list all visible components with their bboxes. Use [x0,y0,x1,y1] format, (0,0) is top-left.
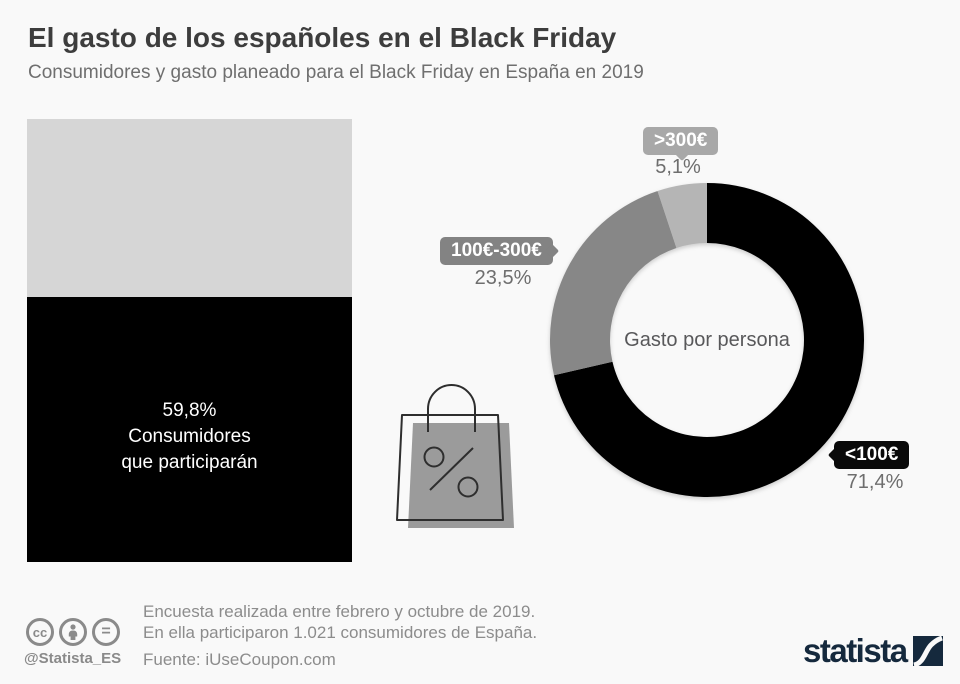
badge-under-100: <100€ [834,441,910,469]
cc-equals-icon: = [92,618,120,646]
shopping-bag-percent-icon [396,384,514,528]
value-over-300: 5,1% [655,156,701,178]
badge-100-300: 100€-300€ [440,237,553,265]
source-line: Fuente: iUseCoupon.com [143,650,336,669]
survey-note-line2: En ella participaron 1.021 consumidores … [143,623,538,642]
badge-over-300: >300€ [643,127,719,155]
survey-note-line1: Encuesta realizada entre febrero y octub… [143,602,536,621]
survey-notes: Encuesta realizada entre febrero y octub… [143,601,537,643]
participation-value: 59,8% [162,399,217,421]
participation-line3: que participarán [121,451,258,473]
participation-line2: Consumidores [128,425,251,447]
cc-by-person-icon [59,618,87,646]
page-title: El gasto de los españoles en el Black Fr… [28,22,617,53]
creative-commons-icons: cc = [26,618,120,646]
participation-bar-label: 59,8% Consumidores que participarán [121,398,257,476]
statista-logo-mark [912,636,943,666]
donut-segment-1 [550,190,677,376]
statista-logo: statista [803,632,943,670]
page-subtitle: Consumidores y gasto planeado para el Bl… [28,62,644,83]
statista-social-handle: @Statista_ES [24,650,122,667]
donut-segment-2 [657,183,707,248]
donut-chart [550,183,864,497]
donut-segment-0 [553,183,864,497]
participation-bar-fill: 59,8% Consumidores que participarán [27,297,352,562]
statista-logo-text: statista [803,632,908,669]
value-under-100: 71,4% [846,471,904,493]
value-100-300: 23,5% [474,267,532,289]
donut-center-label: Gasto por persona [624,329,790,351]
participation-bar-track: 59,8% Consumidores que participarán [27,119,352,562]
cc-icon: cc [26,618,54,646]
